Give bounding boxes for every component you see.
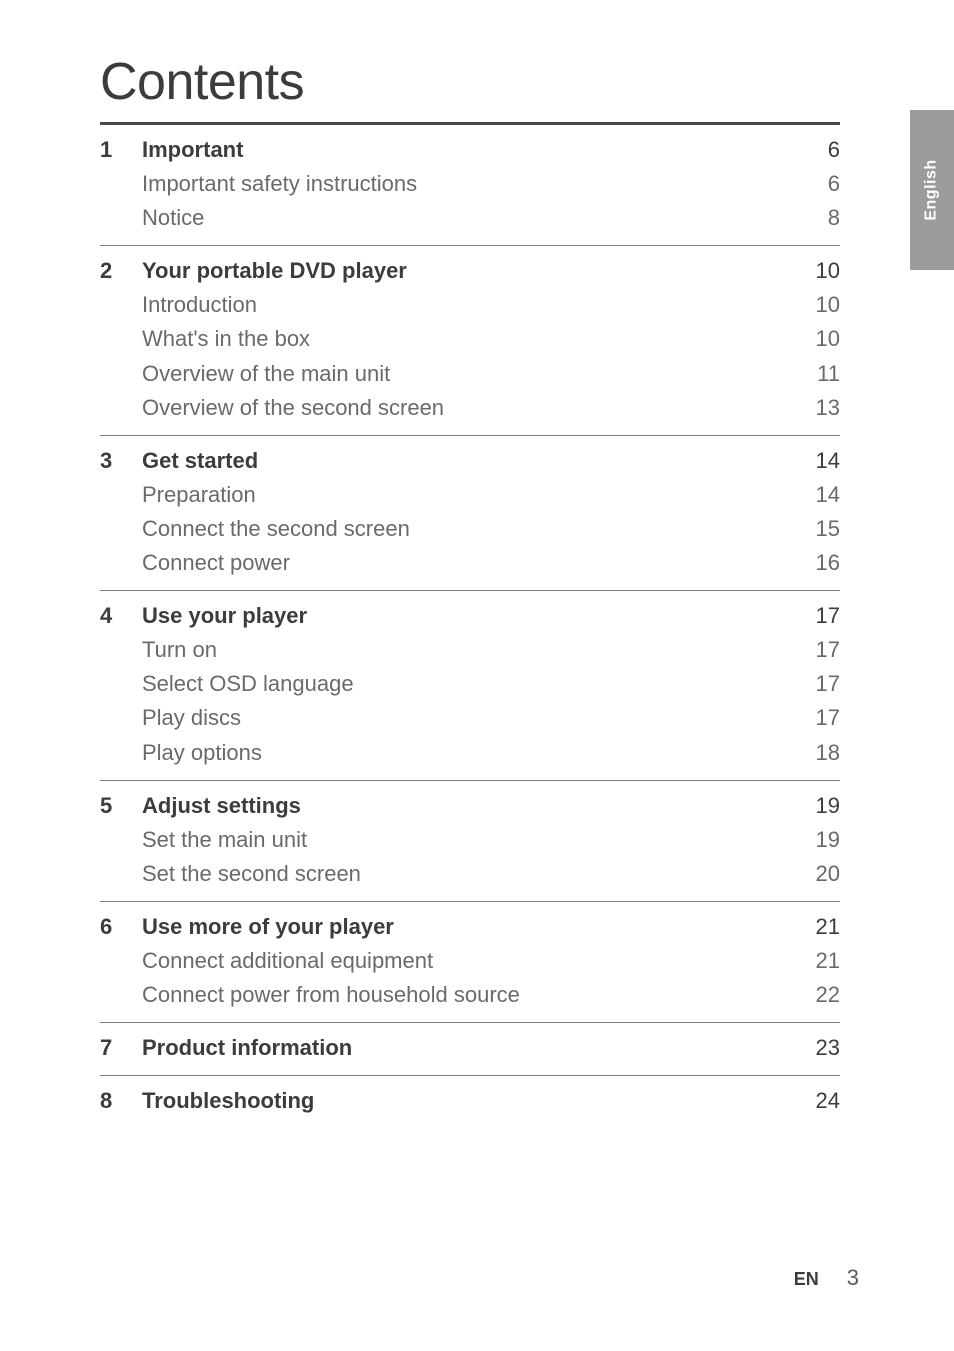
toc-item-label: Connect additional equipment — [142, 944, 790, 978]
toc-item-row[interactable]: Play options18 — [100, 736, 840, 770]
toc-item-label: Introduction — [142, 288, 790, 322]
toc-item-row[interactable]: Preparation14 — [100, 478, 840, 512]
toc-item-label: Notice — [142, 201, 790, 235]
toc-item-label: Connect power — [142, 546, 790, 580]
page-title: Contents — [100, 52, 894, 112]
toc-section-page: 21 — [790, 910, 840, 944]
toc-section-number: 4 — [100, 599, 142, 633]
toc-item-page: 18 — [790, 736, 840, 770]
toc-item-page: 6 — [790, 167, 840, 201]
toc-section-page: 14 — [790, 444, 840, 478]
toc-item-label: Set the main unit — [142, 823, 790, 857]
toc-section-heading: Get started — [142, 444, 790, 478]
toc-section-number: 2 — [100, 254, 142, 288]
toc-item-page: 20 — [790, 857, 840, 891]
toc-section: 3Get started14Preparation14Connect the s… — [100, 435, 840, 590]
toc-item-row[interactable]: Turn on17 — [100, 633, 840, 667]
toc-item-label: Overview of the main unit — [142, 357, 790, 391]
toc-item-label: Important safety instructions — [142, 167, 790, 201]
toc-item-page: 8 — [790, 201, 840, 235]
toc-item-page: 14 — [790, 478, 840, 512]
toc-item-page: 16 — [790, 546, 840, 580]
toc-section-heading-row[interactable]: 5Adjust settings19 — [100, 789, 840, 823]
toc-section-heading: Important — [142, 133, 790, 167]
toc-section: 7Product information23 — [100, 1022, 840, 1075]
toc-section-number: 3 — [100, 444, 142, 478]
language-tab: English — [910, 110, 954, 270]
toc-item-row[interactable]: Notice8 — [100, 201, 840, 235]
toc-section-heading: Adjust settings — [142, 789, 790, 823]
toc-item-row[interactable]: Overview of the second screen13 — [100, 391, 840, 425]
footer-page-number: 3 — [847, 1265, 859, 1291]
toc-section-number: 6 — [100, 910, 142, 944]
toc-section-heading: Use your player — [142, 599, 790, 633]
toc-item-label: Play discs — [142, 701, 790, 735]
toc-item-row[interactable]: What's in the box10 — [100, 322, 840, 356]
toc-item-row[interactable]: Overview of the main unit11 — [100, 357, 840, 391]
toc-section: 2Your portable DVD player10Introduction1… — [100, 245, 840, 434]
toc-item-row[interactable]: Connect power16 — [100, 546, 840, 580]
toc-section-page: 23 — [790, 1031, 840, 1065]
toc-section-number: 8 — [100, 1084, 142, 1118]
toc-section-heading-row[interactable]: 2Your portable DVD player10 — [100, 254, 840, 288]
toc-item-row[interactable]: Important safety instructions6 — [100, 167, 840, 201]
toc-section-page: 19 — [790, 789, 840, 823]
language-tab-label: English — [923, 159, 941, 220]
toc-section: 6Use more of your player21Connect additi… — [100, 901, 840, 1022]
toc-item-page: 17 — [790, 701, 840, 735]
toc-item-page: 17 — [790, 633, 840, 667]
footer-lang-code: EN — [794, 1269, 819, 1290]
page-footer: EN 3 — [794, 1265, 859, 1291]
toc-section-heading-row[interactable]: 7Product information23 — [100, 1031, 840, 1065]
toc-item-page: 15 — [790, 512, 840, 546]
toc-section-heading: Product information — [142, 1031, 790, 1065]
toc-item-row[interactable]: Connect additional equipment21 — [100, 944, 840, 978]
toc-item-label: What's in the box — [142, 322, 790, 356]
toc-item-page: 13 — [790, 391, 840, 425]
toc-item-label: Select OSD language — [142, 667, 790, 701]
toc-section-heading: Your portable DVD player — [142, 254, 790, 288]
toc-item-row[interactable]: Set the main unit19 — [100, 823, 840, 857]
toc-item-row[interactable]: Introduction10 — [100, 288, 840, 322]
toc-section: 1Important6Important safety instructions… — [100, 122, 840, 245]
toc-section-number: 1 — [100, 133, 142, 167]
toc-item-page: 22 — [790, 978, 840, 1012]
toc-section-page: 17 — [790, 599, 840, 633]
toc-section-page: 24 — [790, 1084, 840, 1118]
toc-section: 8Troubleshooting24 — [100, 1075, 840, 1128]
toc-section-number: 7 — [100, 1031, 142, 1065]
toc-item-row[interactable]: Play discs17 — [100, 701, 840, 735]
toc-section-heading: Use more of your player — [142, 910, 790, 944]
toc-section-heading: Troubleshooting — [142, 1084, 790, 1118]
toc-item-label: Connect power from household source — [142, 978, 790, 1012]
toc-section-page: 10 — [790, 254, 840, 288]
toc-item-label: Set the second screen — [142, 857, 790, 891]
toc-section-heading-row[interactable]: 1Important6 — [100, 133, 840, 167]
toc-section-heading-row[interactable]: 6Use more of your player21 — [100, 910, 840, 944]
toc-item-row[interactable]: Set the second screen20 — [100, 857, 840, 891]
toc-item-label: Connect the second screen — [142, 512, 790, 546]
toc-section-heading-row[interactable]: 8Troubleshooting24 — [100, 1084, 840, 1118]
toc-item-label: Play options — [142, 736, 790, 770]
toc-item-page: 21 — [790, 944, 840, 978]
toc-item-label: Turn on — [142, 633, 790, 667]
toc-section: 5Adjust settings19Set the main unit19Set… — [100, 780, 840, 901]
toc-section-number: 5 — [100, 789, 142, 823]
toc-item-page: 10 — [790, 322, 840, 356]
table-of-contents: 1Important6Important safety instructions… — [100, 122, 840, 1128]
toc-item-row[interactable]: Select OSD language17 — [100, 667, 840, 701]
toc-section: 4Use your player17Turn on17Select OSD la… — [100, 590, 840, 779]
toc-item-page: 17 — [790, 667, 840, 701]
toc-item-row[interactable]: Connect the second screen15 — [100, 512, 840, 546]
toc-section-heading-row[interactable]: 4Use your player17 — [100, 599, 840, 633]
toc-section-heading-row[interactable]: 3Get started14 — [100, 444, 840, 478]
toc-item-row[interactable]: Connect power from household source22 — [100, 978, 840, 1012]
toc-section-page: 6 — [790, 133, 840, 167]
toc-item-label: Overview of the second screen — [142, 391, 790, 425]
toc-item-page: 19 — [790, 823, 840, 857]
toc-item-label: Preparation — [142, 478, 790, 512]
toc-item-page: 10 — [790, 288, 840, 322]
toc-item-page: 11 — [790, 357, 840, 391]
page: English Contents 1Important6Important sa… — [0, 0, 954, 1351]
